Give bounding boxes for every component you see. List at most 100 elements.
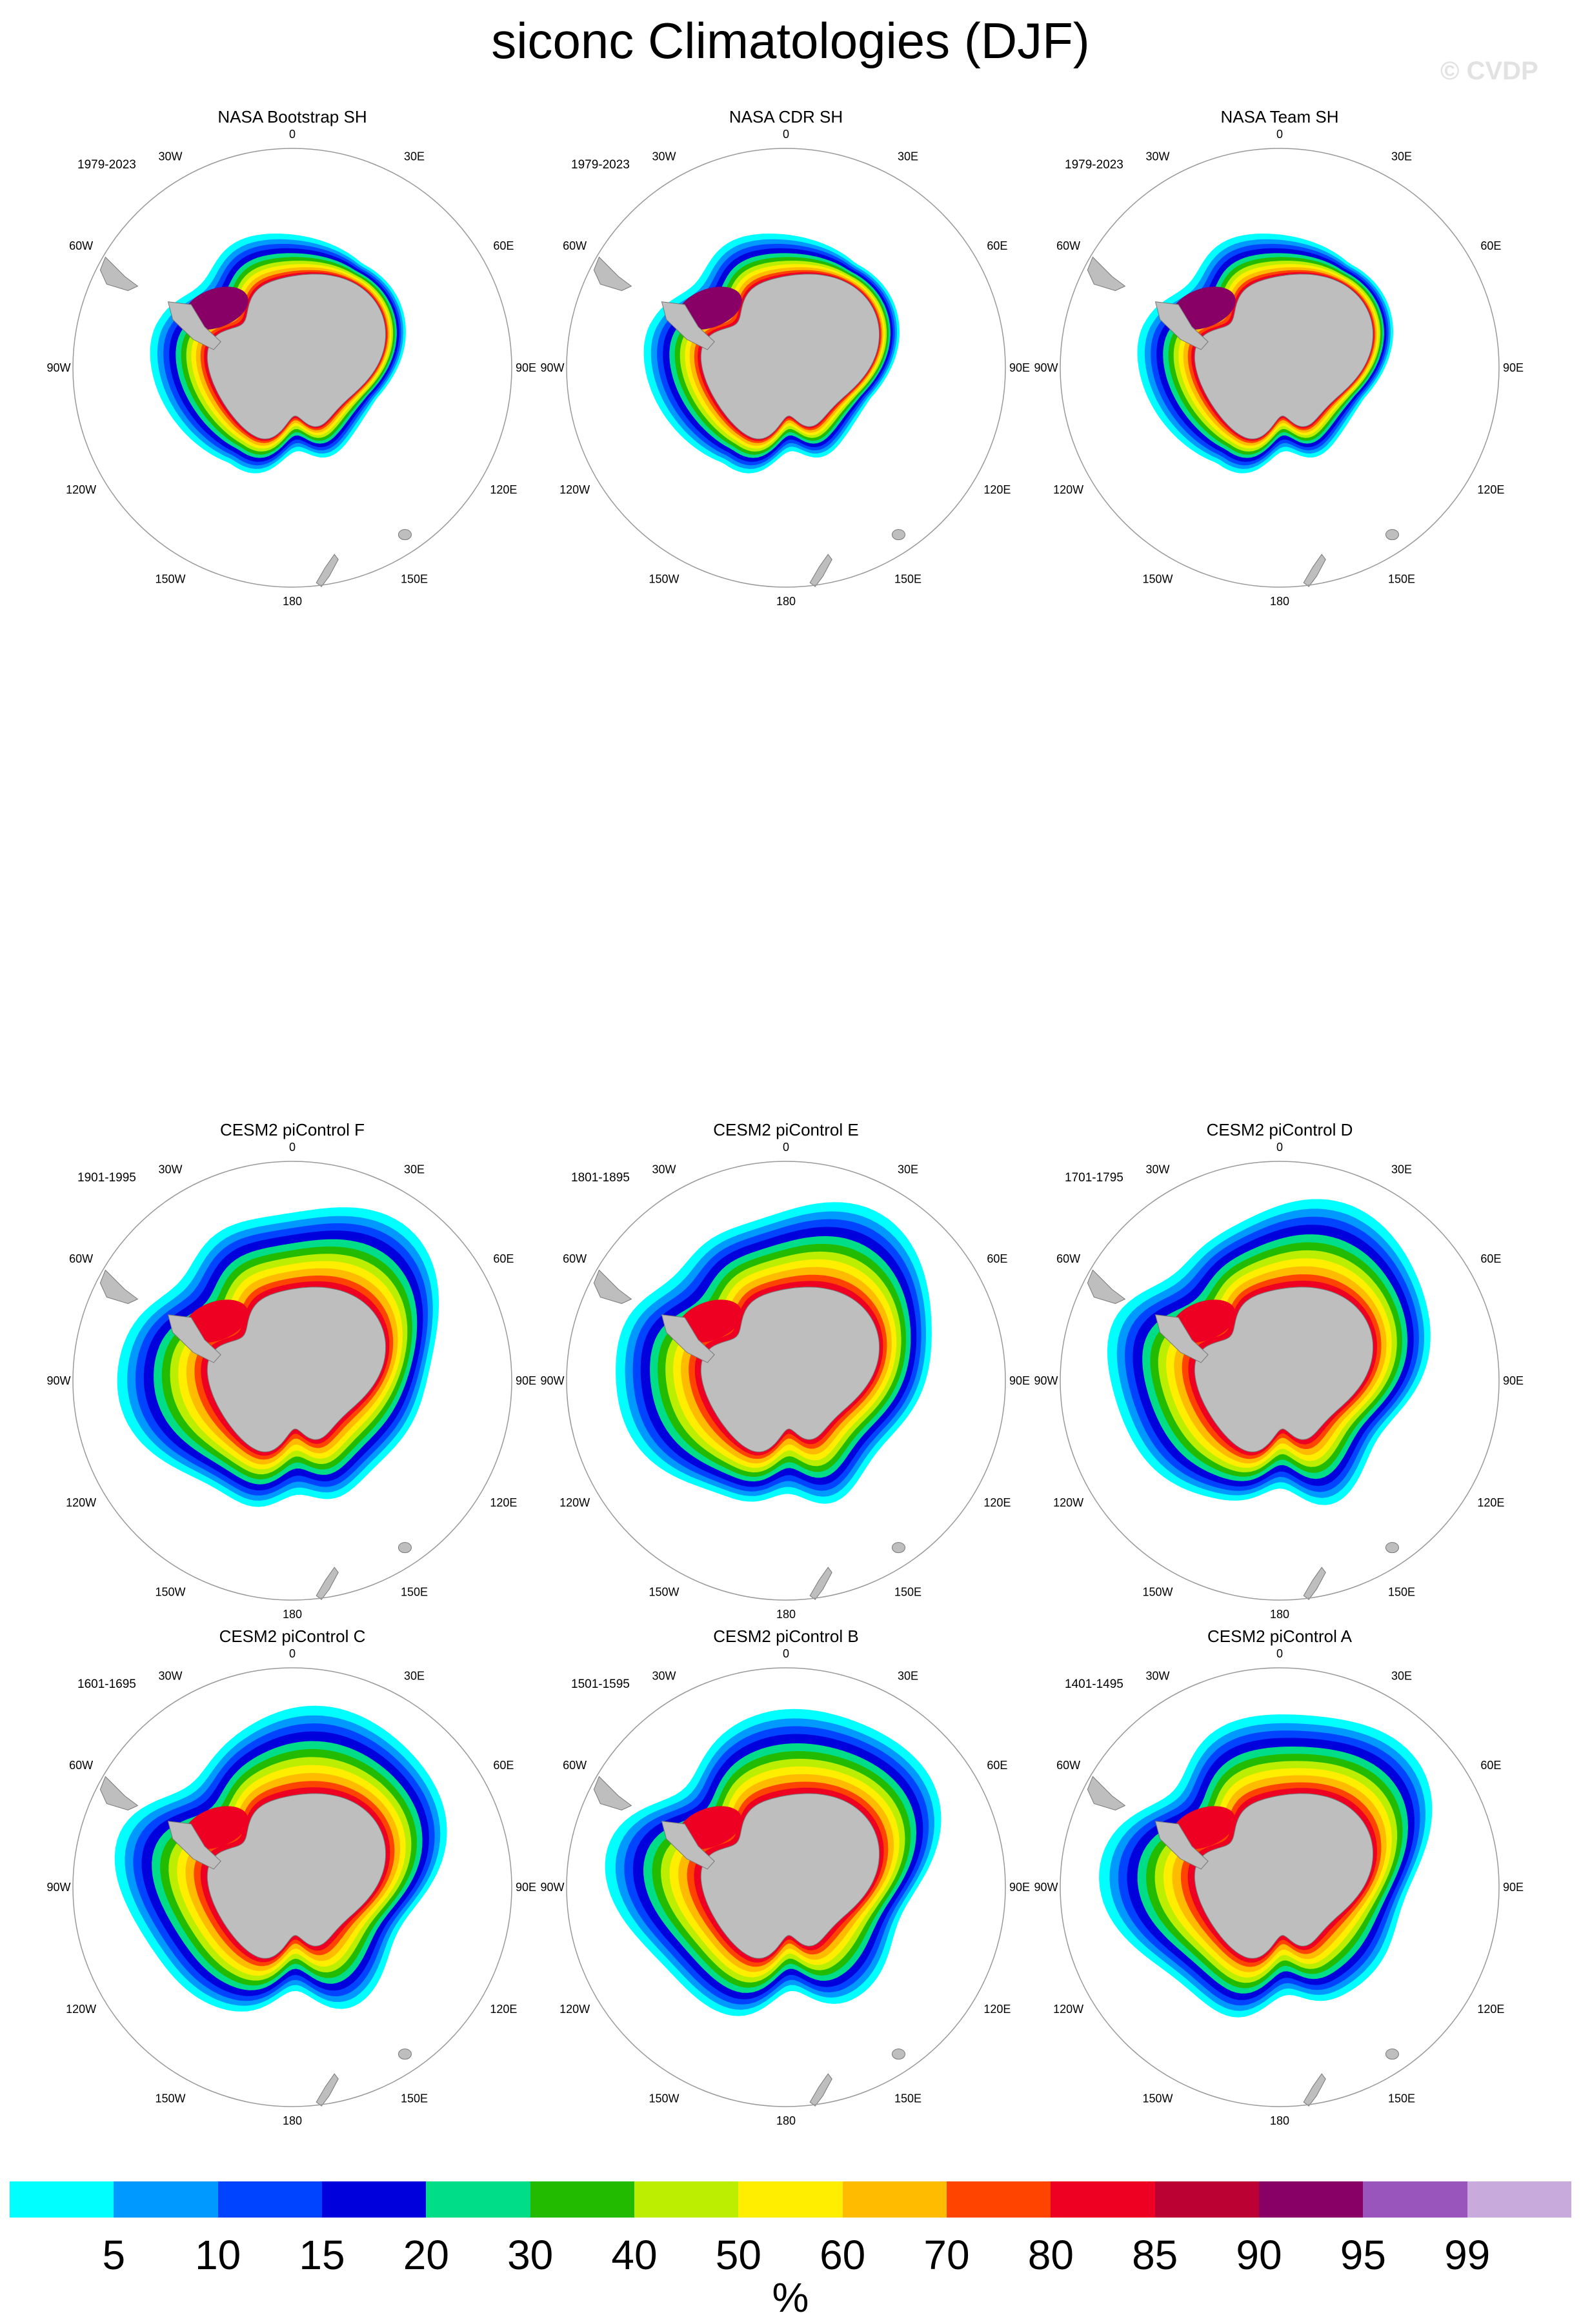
longitude-label: 120E [490, 1496, 517, 1509]
antarctica-landmass [1194, 1287, 1374, 1452]
map-boundary [566, 1667, 1006, 2107]
panel-period: 1501-1595 [571, 1678, 630, 1691]
colorbar-tick-label: 5 [102, 2232, 126, 2278]
map-boundary [1060, 1161, 1500, 1601]
longitude-label: 0 [289, 1141, 296, 1154]
colorbar-tick-label: 99 [1444, 2232, 1491, 2278]
longitude-label: 90W [540, 1374, 564, 1387]
colorbar-tick-label: 30 [507, 2232, 554, 2278]
longitude-label: 120W [66, 1496, 96, 1509]
longitude-label: 150E [1388, 572, 1415, 585]
panel-title: CESM2 piControl A [1207, 1627, 1352, 1646]
antarctic-peninsula [167, 301, 221, 350]
map-boundary [1060, 148, 1500, 588]
longitude-label: 30W [652, 1670, 676, 1683]
longitude-label: 180 [776, 2114, 796, 2127]
antarctic-peninsula [661, 301, 715, 350]
colorbar-unit: % [772, 2274, 809, 2321]
map-boundary [1060, 1667, 1500, 2107]
south-america-land [1087, 1269, 1126, 1305]
longitude-label: 180 [1270, 1608, 1289, 1621]
longitude-label: 120W [559, 483, 590, 496]
longitude-label: 150W [155, 572, 185, 585]
longitude-label: 150W [1142, 1585, 1173, 1598]
longitude-label: 120E [490, 483, 517, 496]
colorbar-segment [530, 2181, 635, 2218]
longitude-label: 0 [1276, 128, 1283, 141]
antarctica-landmass [700, 1287, 880, 1452]
tasmania-land [398, 1542, 412, 1554]
longitude-label: 60W [69, 1759, 93, 1772]
antarctic-peninsula [661, 1821, 715, 1870]
longitude-label: 30W [158, 1163, 182, 1176]
antarctic-peninsula [661, 1314, 715, 1363]
longitude-label: 120E [983, 483, 1011, 496]
tasmania-land [1385, 1542, 1399, 1554]
longitude-label: 60E [1480, 239, 1501, 252]
longitude-label: 150E [894, 1585, 921, 1598]
longitude-label: 0 [289, 128, 296, 141]
antarctic-peninsula [167, 1314, 221, 1363]
longitude-label: 30W [158, 150, 182, 163]
polar-stereographic-map: 0 30E 60E 90E 120E 150E 180 150W 120W 90W 60W 30W [540, 1141, 1030, 1621]
new-zealand-land [316, 1567, 339, 1600]
map-panel: CESM2 piControl C 0 30E 60E 90E 120E 150E 180 15… [45, 1626, 539, 2129]
longitude-label: 120E [1477, 2003, 1504, 2016]
colorbar [10, 2181, 1572, 2218]
map-boundary [72, 148, 512, 588]
longitude-label: 150W [1142, 2092, 1173, 2105]
polar-stereographic-map: 0 30E 60E 90E 120E 150E 180 150W 120W 90W 60W 30W [46, 1647, 536, 2127]
colorbar-tick-label: 60 [820, 2232, 866, 2278]
longitude-label: 150W [649, 1585, 679, 1598]
colorbar-segment [738, 2181, 843, 2218]
polar-stereographic-map: 0 30E 60E 90E 120E 150E 180 150W 120W 90W 60W 30W [1034, 128, 1524, 608]
longitude-label: 120W [1053, 2003, 1083, 2016]
longitude-label: 60E [493, 1252, 514, 1265]
panel-title: CESM2 piControl E [713, 1120, 859, 1139]
longitude-label: 60E [1480, 1252, 1501, 1265]
longitude-label: 150E [401, 572, 428, 585]
panel-period: 1701-1795 [1065, 1171, 1123, 1185]
longitude-label: 30W [1145, 1670, 1169, 1683]
longitude-label: 60E [493, 1759, 514, 1772]
colorbar-segment [10, 2181, 114, 2218]
south-america-land [593, 1269, 632, 1305]
new-zealand-land [809, 554, 832, 587]
longitude-label: 150E [894, 572, 921, 585]
longitude-label: 120W [1053, 1496, 1083, 1509]
longitude-label: 0 [1276, 1647, 1283, 1660]
colorbar-segment [1467, 2181, 1572, 2218]
longitude-label: 120E [983, 1496, 1011, 1509]
antarctica-landmass [1194, 1793, 1374, 1959]
longitude-label: 60E [987, 1252, 1007, 1265]
longitude-label: 90W [46, 1374, 70, 1387]
map-panel: NASA CDR SH 0 30E 60E 90E 120E 150E 180 150W 120W… [539, 106, 1033, 610]
panel-title: CESM2 piControl F [220, 1120, 365, 1139]
colorbar-segment [426, 2181, 531, 2218]
longitude-label: 30E [1391, 150, 1412, 163]
longitude-label: 60W [69, 1252, 93, 1265]
longitude-label: 90W [540, 361, 564, 374]
longitude-label: 150W [155, 1585, 185, 1598]
map-panel: CESM2 piControl A 0 30E 60E 90E 120E 150E 180 15… [1032, 1626, 1527, 2129]
polar-stereographic-map: 0 30E 60E 90E 120E 150E 180 150W 120W 90W 60W 30W [46, 128, 536, 608]
longitude-label: 120E [1477, 1496, 1504, 1509]
longitude-label: 90E [516, 1374, 536, 1387]
longitude-label: 60W [563, 1252, 587, 1265]
longitude-label: 180 [1270, 2114, 1289, 2127]
colorbar-tick-label: 80 [1027, 2232, 1074, 2278]
colorbar-segment [842, 2181, 947, 2218]
map-panel: NASA Team SH 0 30E 60E 90E 120E 150E 180 150W 120… [1032, 106, 1527, 610]
colorbar-segment [322, 2181, 427, 2218]
new-zealand-land [1303, 1567, 1326, 1600]
longitude-label: 120W [559, 2003, 590, 2016]
map-boundary [566, 1161, 1006, 1601]
longitude-label: 90E [516, 1881, 536, 1894]
tasmania-land [891, 529, 905, 541]
figure-title: siconc Climatologies (DJF) [491, 12, 1090, 69]
longitude-label: 30E [1391, 1163, 1412, 1176]
longitude-label: 30E [898, 1670, 918, 1683]
longitude-label: 30E [898, 1163, 918, 1176]
polar-stereographic-map: 0 30E 60E 90E 120E 150E 180 150W 120W 90W 60W 30W [540, 1647, 1030, 2127]
longitude-label: 120E [983, 2003, 1011, 2016]
